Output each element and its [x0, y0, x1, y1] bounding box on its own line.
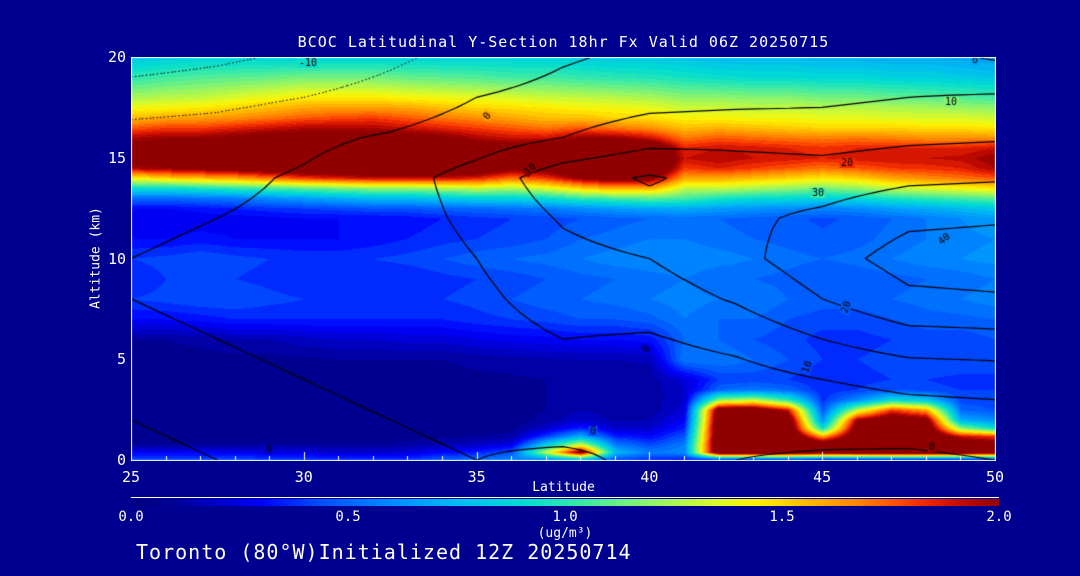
y-tick-label: 20 — [107, 48, 126, 66]
colorbar-tick-label: 0.0 — [118, 509, 144, 525]
init-info-text: Toronto (80°W)Initialized 12Z 20250714 — [136, 540, 632, 564]
chart-title: BCOC Latitudinal Y-Section 18hr Fx Valid… — [297, 33, 830, 51]
x-tick-label: 40 — [640, 468, 659, 486]
colorbar-tick-label: 1.5 — [769, 509, 795, 525]
colorbar-unit-label: (ug/m³) — [537, 526, 593, 541]
x-tick-label: 30 — [294, 468, 313, 486]
x-axis-title: Latitude — [532, 480, 595, 495]
x-tick-label: 35 — [467, 468, 486, 486]
y-tick-label: 10 — [107, 249, 126, 268]
colorbar-tick-label: 1.0 — [552, 509, 578, 525]
colorbar-top-line — [131, 497, 999, 498]
y-tick-label: 5 — [116, 350, 126, 369]
y-axis-title: Altitude (km) — [88, 207, 104, 309]
x-tick-label: 45 — [813, 468, 832, 486]
y-tick-label: 0 — [116, 451, 126, 469]
x-tick-label: 25 — [121, 468, 141, 486]
y-tick-label: 15 — [107, 148, 126, 167]
colorbar-tick-label: 0.5 — [335, 509, 361, 525]
colorbar-tick-label: 2.0 — [986, 509, 1012, 525]
colorbar-gradient — [131, 499, 999, 506]
x-tick-label: 50 — [985, 468, 1005, 486]
cross-section-plot — [131, 57, 996, 461]
